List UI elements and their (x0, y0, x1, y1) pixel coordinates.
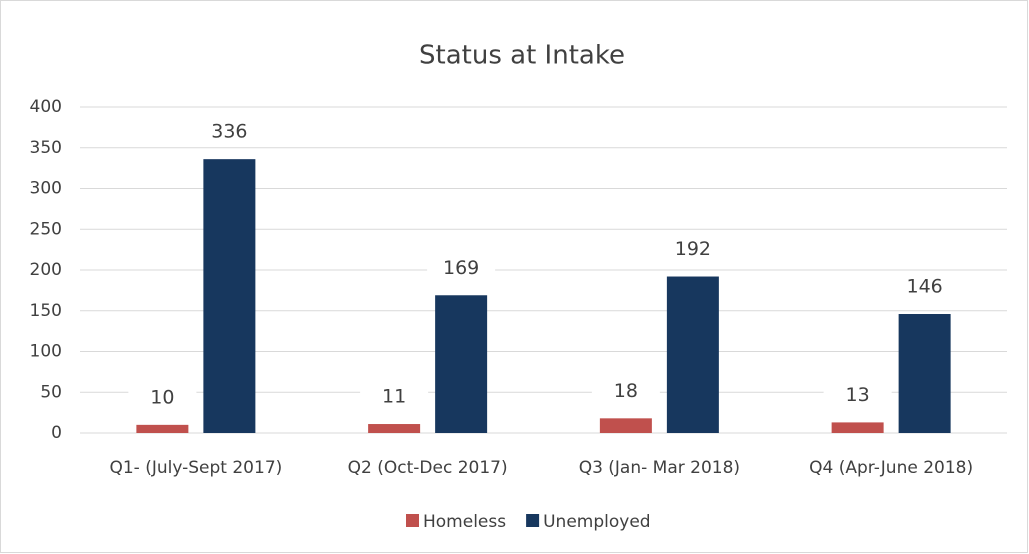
data-label: 192 (675, 238, 711, 260)
y-tick-label: 50 (40, 382, 62, 402)
bar (435, 295, 488, 433)
data-label-bg (658, 235, 727, 264)
data-label: 336 (211, 121, 247, 143)
bar (898, 314, 951, 433)
y-tick-label: 350 (30, 138, 62, 158)
y-tick-label: 250 (30, 219, 62, 239)
bar (368, 424, 421, 433)
bar (666, 276, 719, 433)
x-tick-label: Q1- (July-Sept 2017) (109, 458, 282, 478)
data-label-bg (591, 377, 660, 406)
data-label: 169 (443, 257, 479, 279)
y-tick-label: 0 (51, 423, 62, 443)
data-label: 146 (906, 276, 942, 298)
bar (831, 422, 884, 433)
data-label-bg (360, 383, 429, 412)
data-label: 11 (382, 386, 406, 408)
y-tick-label: 100 (30, 342, 62, 362)
data-label-bg (823, 381, 892, 410)
legend-swatch (526, 514, 540, 527)
data-label-bg (128, 383, 197, 412)
y-tick-label: 300 (30, 179, 62, 199)
data-label: 18 (614, 380, 638, 402)
x-tick-label: Q4 (Apr-June 2018) (809, 458, 973, 478)
legend-label: Homeless (423, 512, 506, 532)
bar (599, 418, 652, 433)
data-label-bg (890, 273, 959, 302)
legend-label: Unemployed (543, 512, 650, 532)
data-label: 13 (846, 384, 870, 406)
y-tick-label: 200 (30, 260, 62, 280)
y-tick-label: 400 (30, 97, 62, 117)
bar (203, 159, 256, 433)
data-label: 10 (150, 386, 174, 408)
bar (136, 424, 189, 433)
x-tick-label: Q2 (Oct-Dec 2017) (348, 458, 508, 478)
data-label-bg (195, 118, 264, 147)
legend-swatch (406, 514, 419, 527)
chart-title: Status at Intake (419, 41, 625, 71)
data-label-bg (427, 254, 496, 283)
x-tick-label: Q3 (Jan- Mar 2018) (579, 458, 740, 478)
y-tick-label: 150 (30, 301, 62, 321)
